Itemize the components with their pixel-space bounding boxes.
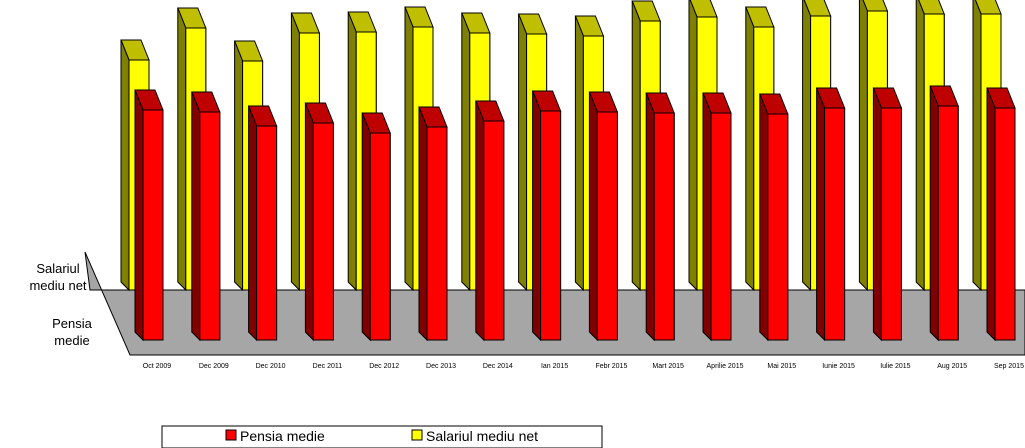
bar-pensia-5 bbox=[418, 106, 448, 342]
bar-pensia-3-left bbox=[304, 102, 314, 342]
bar-salariul-14-left bbox=[915, 0, 925, 292]
bar-pensia-1 bbox=[191, 91, 221, 342]
depth-label-back-2: mediu net bbox=[29, 278, 86, 293]
bar-salariul-13-left bbox=[858, 0, 868, 292]
category-label-0: Oct 2009 bbox=[143, 363, 172, 370]
legend-label-pensia: Pensia medie bbox=[240, 428, 325, 444]
bar-salariul-8-left bbox=[574, 15, 584, 292]
category-label-1: Dec 2009 bbox=[199, 363, 229, 370]
bar-pensia-15-left bbox=[986, 87, 996, 342]
bars-group bbox=[120, 0, 1016, 342]
bar-pensia-3 bbox=[304, 102, 335, 342]
bar-salariul-2-left bbox=[234, 40, 244, 292]
bar-pensia-3-front bbox=[312, 122, 334, 341]
bar-pensia-13-left bbox=[872, 87, 882, 342]
category-label-2: Dec 2010 bbox=[256, 363, 286, 370]
category-label-12: Iunie 2015 bbox=[822, 363, 855, 370]
legend: Pensia medie Salariul mediu net bbox=[161, 425, 603, 448]
depth-label-back: Salariul bbox=[36, 261, 79, 276]
bar-salariul-7-left bbox=[518, 13, 528, 292]
bar-pensia-1-front bbox=[199, 111, 221, 341]
bar-salariul-15-left bbox=[972, 0, 982, 292]
bar-pensia-7 bbox=[531, 90, 562, 342]
bar-pensia-4-left bbox=[361, 112, 371, 342]
bar-pensia-2-front bbox=[256, 125, 278, 341]
bar-salariul-11-left bbox=[745, 6, 755, 292]
bar-pensia-4-front bbox=[369, 132, 391, 341]
legend-swatch-pensia bbox=[225, 429, 237, 441]
bar-salariul-3-left bbox=[290, 12, 300, 292]
bar-salariul-6-left bbox=[461, 12, 471, 292]
bar-pensia-12 bbox=[815, 87, 846, 342]
bar-pensia-6-front bbox=[483, 120, 505, 341]
bar-salariul-5-left bbox=[404, 6, 414, 292]
bar-pensia-11 bbox=[759, 93, 789, 342]
category-label-9: Mart 2015 bbox=[652, 363, 684, 370]
category-label-15: Sep 2015 bbox=[994, 363, 1024, 370]
bar-pensia-5-left bbox=[418, 106, 428, 342]
bar-salariul-0-left bbox=[120, 39, 130, 292]
bar-pensia-7-front bbox=[540, 110, 562, 341]
bar-pensia-13-front bbox=[880, 107, 902, 341]
bar-pensia-4 bbox=[361, 112, 391, 342]
category-label-11: Mai 2015 bbox=[767, 363, 796, 370]
bar-pensia-8-front bbox=[596, 111, 618, 341]
category-label-14: Aug 2015 bbox=[937, 363, 967, 370]
bar-pensia-14-left bbox=[929, 85, 939, 342]
bar-pensia-0-left bbox=[134, 89, 144, 342]
bar-pensia-6 bbox=[475, 100, 505, 342]
depth-label-front-2: medie bbox=[54, 333, 89, 348]
bar-pensia-15 bbox=[986, 87, 1016, 342]
bar-pensia-12-front bbox=[824, 107, 846, 341]
bar-pensia-2 bbox=[247, 105, 278, 342]
category-label-4: Dec 2012 bbox=[369, 363, 399, 370]
category-label-7: Ian 2015 bbox=[541, 363, 568, 370]
bar-salariul-4-left bbox=[347, 11, 357, 292]
category-label-6: Dec 2014 bbox=[483, 363, 513, 370]
bar-pensia-9-front bbox=[653, 112, 675, 341]
category-labels: Oct 2009 Dec 2009 Dec 2010 Dec 2011 Dec 2012… bbox=[143, 363, 1024, 370]
bar-pensia-6-left bbox=[475, 100, 485, 342]
legend-label-salariul: Salariul mediu net bbox=[426, 428, 538, 444]
bar-pensia-8-left bbox=[588, 91, 598, 342]
bar-pensia-0-front bbox=[142, 109, 164, 341]
category-label-8: Febr 2015 bbox=[595, 363, 627, 370]
bar-pensia-10 bbox=[702, 92, 732, 342]
bar-salariul-1-left bbox=[177, 7, 187, 292]
bar-salariul-9-left bbox=[631, 0, 641, 292]
category-label-13: Iulie 2015 bbox=[880, 363, 910, 370]
bar-pensia-11-front bbox=[767, 113, 789, 341]
bar-pensia-14-front bbox=[937, 105, 959, 341]
bar-pensia-9 bbox=[645, 92, 675, 342]
bar-pensia-12-left bbox=[816, 87, 826, 342]
category-label-5: Dec 2013 bbox=[426, 363, 456, 370]
bar-pensia-0 bbox=[134, 89, 164, 342]
legend-box bbox=[161, 425, 603, 448]
legend-swatch-salariul bbox=[411, 429, 423, 441]
bar-pensia-10-front bbox=[710, 112, 732, 341]
bar-pensia-14 bbox=[929, 85, 959, 342]
bar-pensia-11-left bbox=[759, 93, 769, 342]
bar-pensia-5-front bbox=[426, 126, 448, 341]
bar-pensia-8 bbox=[588, 91, 619, 342]
bar-pensia-15-front bbox=[994, 107, 1016, 341]
bar-pensia-13 bbox=[872, 87, 903, 342]
bar-pensia-9-left bbox=[645, 92, 655, 342]
bar-pensia-7-left bbox=[532, 90, 542, 342]
category-label-10: Aprilie 2015 bbox=[707, 363, 744, 370]
depth-label-front: Pensia bbox=[52, 316, 93, 331]
bar-pensia-1-left bbox=[191, 91, 201, 342]
bar-pensia-10-left bbox=[702, 92, 712, 342]
category-label-3: Dec 2011 bbox=[313, 363, 343, 370]
bar-pensia-2-left bbox=[248, 105, 258, 342]
bar-salariul-12-left bbox=[802, 0, 812, 292]
bar-salariul-10-left bbox=[688, 0, 698, 292]
